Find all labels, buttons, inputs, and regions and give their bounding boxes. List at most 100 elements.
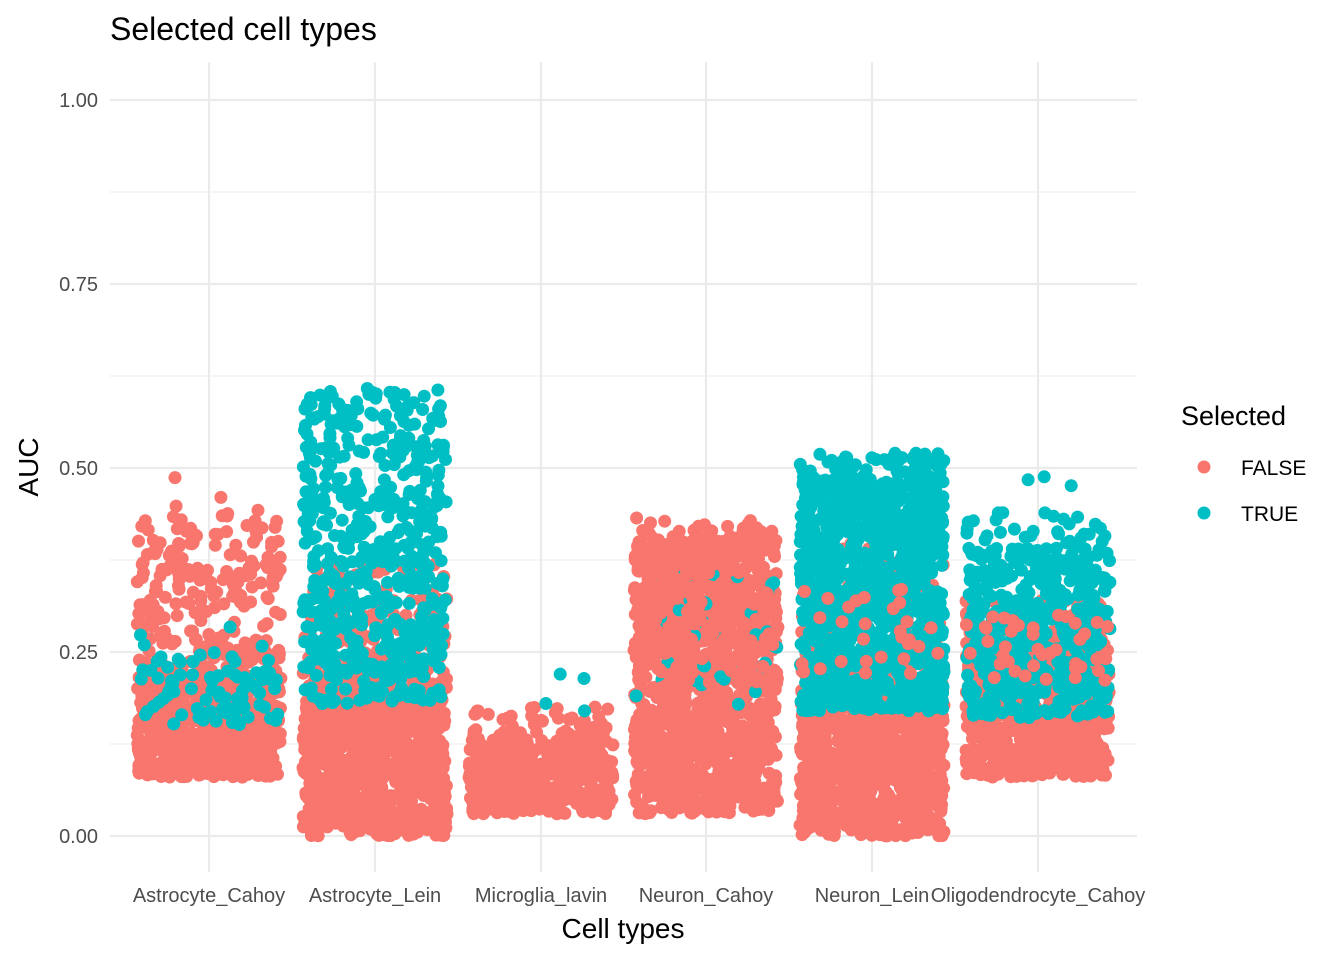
data-point bbox=[751, 526, 765, 540]
data-point bbox=[675, 782, 689, 796]
data-point bbox=[596, 770, 610, 784]
data-point bbox=[599, 807, 612, 820]
data-point bbox=[880, 829, 894, 843]
data-point bbox=[205, 734, 219, 748]
data-point bbox=[469, 773, 483, 787]
data-point bbox=[273, 608, 287, 621]
data-point bbox=[933, 767, 947, 781]
data-point bbox=[866, 779, 880, 793]
data-point bbox=[916, 748, 930, 762]
data-point bbox=[212, 752, 226, 766]
data-point bbox=[411, 726, 425, 740]
data-point bbox=[834, 811, 848, 825]
data-point bbox=[736, 521, 750, 535]
data-point bbox=[271, 534, 285, 548]
data-point bbox=[657, 767, 670, 780]
data-point bbox=[799, 811, 813, 825]
data-point bbox=[249, 525, 263, 539]
data-point bbox=[886, 744, 900, 757]
data-point bbox=[220, 509, 234, 523]
data-point bbox=[536, 737, 550, 751]
data-point bbox=[494, 754, 508, 768]
data-point bbox=[585, 733, 599, 747]
data-point bbox=[385, 730, 399, 744]
data-point bbox=[764, 796, 778, 810]
data-point bbox=[321, 723, 335, 737]
data-point bbox=[596, 726, 610, 740]
data-point bbox=[797, 764, 811, 777]
data-point bbox=[184, 624, 198, 638]
data-point bbox=[226, 765, 240, 779]
data-point bbox=[498, 797, 512, 810]
data-point bbox=[199, 605, 213, 618]
data-point bbox=[234, 549, 248, 563]
data-point bbox=[432, 771, 446, 785]
data-point bbox=[132, 653, 146, 667]
data-point bbox=[339, 707, 353, 721]
data-point bbox=[592, 710, 606, 724]
data-point bbox=[727, 532, 741, 546]
data-point bbox=[259, 558, 273, 572]
data-point bbox=[434, 784, 448, 798]
data-point bbox=[809, 798, 823, 812]
data-point bbox=[797, 725, 811, 739]
data-point bbox=[253, 752, 267, 766]
data-point bbox=[694, 754, 708, 768]
data-point bbox=[548, 706, 562, 720]
data-point bbox=[597, 792, 611, 806]
data-point bbox=[880, 772, 894, 786]
data-point bbox=[638, 753, 652, 767]
data-point bbox=[927, 790, 941, 804]
data-point bbox=[760, 700, 774, 714]
data-point bbox=[186, 585, 200, 599]
data-point bbox=[732, 752, 746, 766]
data-point bbox=[757, 783, 771, 797]
data-point bbox=[169, 597, 183, 611]
data-point bbox=[440, 802, 454, 815]
data-point bbox=[696, 773, 710, 787]
data-point bbox=[571, 748, 584, 761]
data-point bbox=[428, 796, 442, 810]
data-point bbox=[303, 715, 317, 729]
data-point bbox=[426, 821, 440, 834]
data-point bbox=[688, 534, 702, 548]
data-point bbox=[169, 499, 183, 513]
data-point bbox=[235, 758, 249, 772]
data-point bbox=[214, 490, 228, 504]
data-point bbox=[394, 760, 408, 774]
data-point bbox=[245, 554, 258, 568]
data-point bbox=[404, 778, 418, 792]
data-point bbox=[131, 721, 145, 735]
data-point bbox=[712, 759, 726, 773]
data-point bbox=[197, 763, 211, 777]
data-point bbox=[708, 703, 722, 716]
data-point bbox=[262, 732, 276, 746]
data-point bbox=[684, 773, 698, 786]
data-point bbox=[322, 755, 336, 769]
scatter-points bbox=[130, 382, 1117, 843]
data-point bbox=[226, 748, 240, 762]
data-point bbox=[658, 514, 672, 528]
data-point bbox=[796, 747, 809, 761]
data-point bbox=[168, 471, 182, 485]
data-point bbox=[935, 727, 949, 741]
data-point bbox=[409, 760, 423, 774]
data-point bbox=[160, 632, 174, 645]
data-point bbox=[831, 734, 844, 748]
data-point bbox=[728, 737, 742, 751]
data-point bbox=[758, 728, 772, 742]
data-point bbox=[827, 763, 841, 776]
data-point bbox=[526, 764, 540, 778]
data-point bbox=[575, 802, 589, 816]
data-point bbox=[167, 745, 181, 759]
data-point bbox=[343, 791, 357, 805]
data-point bbox=[196, 726, 210, 740]
data-point bbox=[521, 796, 535, 810]
data-point bbox=[672, 524, 686, 538]
data-point bbox=[244, 731, 257, 745]
data-point bbox=[660, 750, 674, 764]
data-point bbox=[584, 746, 598, 760]
data-point bbox=[402, 739, 416, 753]
data-point bbox=[587, 757, 601, 771]
data-point bbox=[692, 722, 706, 736]
